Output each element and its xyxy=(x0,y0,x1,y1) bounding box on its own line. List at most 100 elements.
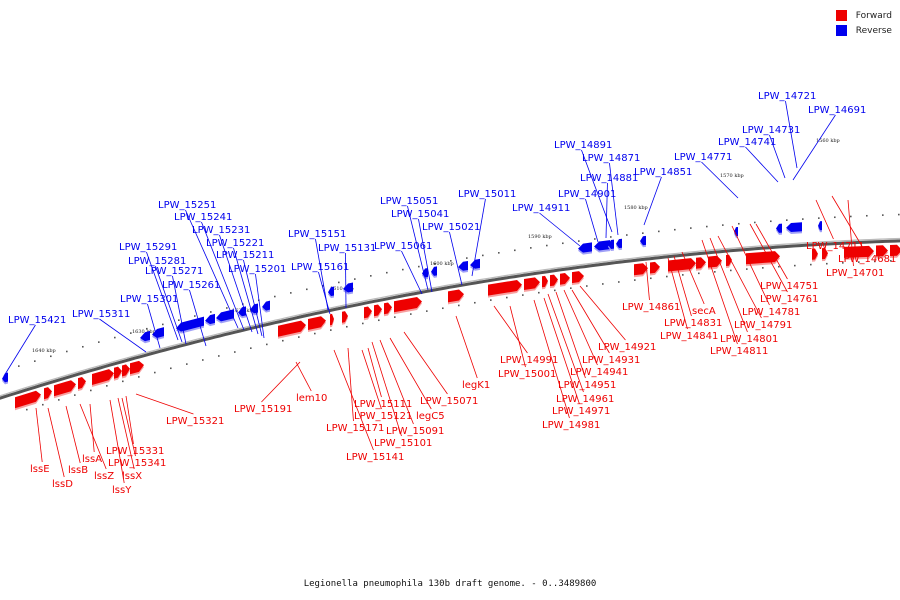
forward-gene-label[interactable]: LPW_15171 xyxy=(326,423,384,434)
forward-gene-label[interactable]: LPW_15101 xyxy=(374,438,432,449)
forward-gene-label[interactable]: LPW_14841 xyxy=(660,331,718,342)
forward-gene-label[interactable]: LPW_14961 xyxy=(556,394,614,405)
forward-gene[interactable] xyxy=(726,254,732,266)
reverse-gene-label[interactable]: LPW_14741 xyxy=(718,137,776,148)
forward-gene-label[interactable]: lssE xyxy=(30,464,50,475)
forward-gene[interactable] xyxy=(560,273,570,285)
reverse-gene-label[interactable]: LPW_15281 xyxy=(128,256,186,267)
reverse-gene-label[interactable]: LPW_15311 xyxy=(72,309,130,320)
forward-gene[interactable] xyxy=(78,376,86,390)
forward-gene[interactable] xyxy=(384,302,392,315)
reverse-gene[interactable] xyxy=(431,266,437,276)
forward-gene-label[interactable]: LPW_15071 xyxy=(420,396,478,407)
forward-gene-label[interactable]: LPW_14971 xyxy=(552,406,610,417)
reverse-gene-label[interactable]: LPW_14721 xyxy=(758,91,816,102)
forward-gene[interactable] xyxy=(634,263,648,276)
reverse-gene-label[interactable]: LPW_15231 xyxy=(192,225,250,236)
reverse-gene[interactable] xyxy=(734,226,738,237)
reverse-gene-label[interactable]: LPW_14881 xyxy=(580,173,638,184)
reverse-gene[interactable] xyxy=(616,238,622,249)
forward-gene-label[interactable]: lem10 xyxy=(296,393,327,404)
reverse-gene-label[interactable]: LPW_15041 xyxy=(391,209,449,220)
reverse-gene-label[interactable]: LPW_15011 xyxy=(458,189,516,200)
forward-gene-label[interactable]: legC5 xyxy=(416,411,445,422)
forward-gene-label[interactable]: LPW_15341 xyxy=(108,458,166,469)
forward-gene-label[interactable]: LPW_14951 xyxy=(558,380,616,391)
reverse-gene-label[interactable]: LPW_14891 xyxy=(554,140,612,151)
forward-gene[interactable] xyxy=(278,320,306,337)
reverse-gene-label[interactable]: LPW_15241 xyxy=(174,212,232,223)
forward-gene-label[interactable]: LPW_15091 xyxy=(386,426,444,437)
forward-gene[interactable] xyxy=(822,247,828,260)
forward-gene[interactable] xyxy=(15,390,41,409)
forward-gene[interactable] xyxy=(92,369,114,386)
reverse-gene[interactable] xyxy=(422,267,428,278)
reverse-gene[interactable] xyxy=(328,286,334,297)
forward-gene[interactable] xyxy=(114,366,122,379)
forward-gene-label[interactable]: LPW_15321 xyxy=(166,416,224,427)
forward-gene[interactable] xyxy=(308,316,326,331)
reverse-gene[interactable] xyxy=(640,235,646,246)
reverse-gene[interactable] xyxy=(152,327,164,338)
forward-gene-label[interactable]: LPW_15121 xyxy=(354,411,412,422)
forward-gene-label[interactable]: lssD xyxy=(52,479,73,490)
forward-gene-label[interactable]: lssZ xyxy=(94,471,114,482)
reverse-gene[interactable] xyxy=(786,222,802,233)
forward-gene[interactable] xyxy=(708,255,722,268)
forward-gene-label[interactable]: LPW_14941 xyxy=(570,367,628,378)
reverse-gene[interactable] xyxy=(216,309,234,322)
reverse-gene-label[interactable]: LPW_15261 xyxy=(162,280,220,291)
forward-gene[interactable] xyxy=(330,313,334,326)
reverse-gene[interactable] xyxy=(776,223,782,233)
forward-gene-label[interactable]: lssY xyxy=(112,485,132,496)
forward-gene-label[interactable]: LPW_14761 xyxy=(760,294,818,305)
reverse-gene-label[interactable]: LPW_14771 xyxy=(674,152,732,163)
forward-gene-label[interactable]: lssA xyxy=(82,454,102,465)
forward-gene-label[interactable]: LPW_15191 xyxy=(234,404,292,415)
forward-gene-label[interactable]: LPW_15331 xyxy=(106,446,164,457)
reverse-gene-label[interactable]: LPW_14851 xyxy=(634,167,692,178)
forward-gene-label[interactable]: lssB xyxy=(68,465,88,476)
reverse-gene[interactable] xyxy=(205,313,215,325)
reverse-gene-label[interactable]: LPW_15201 xyxy=(228,264,286,275)
reverse-gene-label[interactable]: LPW_15061 xyxy=(374,241,432,252)
forward-gene[interactable] xyxy=(342,311,348,323)
forward-gene-label[interactable]: secA xyxy=(692,306,716,317)
forward-gene-label[interactable]: legK1 xyxy=(462,380,490,391)
forward-gene[interactable] xyxy=(122,364,130,377)
forward-gene-label[interactable]: LPW_14711 xyxy=(806,241,864,252)
forward-gene-label[interactable]: LPW_14861 xyxy=(622,302,680,313)
reverse-gene-label[interactable]: LPW_15271 xyxy=(145,266,203,277)
forward-gene-label[interactable]: LPW_15001 xyxy=(498,369,556,380)
forward-gene[interactable] xyxy=(876,245,888,257)
forward-gene[interactable] xyxy=(550,274,558,287)
reverse-gene-label[interactable]: LPW_15021 xyxy=(422,222,480,233)
reverse-gene-label[interactable]: LPW_15211 xyxy=(216,250,274,261)
forward-gene[interactable] xyxy=(844,245,874,258)
forward-gene[interactable] xyxy=(448,289,464,303)
reverse-gene-label[interactable]: LPW_15051 xyxy=(380,196,438,207)
forward-gene-label[interactable]: LPW_14751 xyxy=(760,281,818,292)
forward-gene[interactable] xyxy=(650,261,660,274)
forward-gene[interactable] xyxy=(890,244,900,257)
reverse-gene-label[interactable]: LPW_15131 xyxy=(318,243,376,254)
reverse-gene[interactable] xyxy=(458,260,468,271)
reverse-gene-label[interactable]: LPW_14691 xyxy=(808,105,866,116)
reverse-gene-label[interactable]: LPW_14731 xyxy=(742,125,800,136)
forward-gene-label[interactable]: LPW_14981 xyxy=(542,420,600,431)
reverse-gene[interactable] xyxy=(140,330,150,342)
forward-gene[interactable] xyxy=(374,304,382,317)
forward-gene-label[interactable]: LPW_14811 xyxy=(710,346,768,357)
forward-gene[interactable] xyxy=(394,296,422,313)
reverse-gene-label[interactable]: LPW_15251 xyxy=(158,200,216,211)
reverse-gene-label[interactable]: LPW_15421 xyxy=(8,315,66,326)
forward-gene-label[interactable]: LPW_15111 xyxy=(354,399,412,410)
reverse-gene[interactable] xyxy=(470,258,480,269)
reverse-gene[interactable] xyxy=(818,221,822,231)
forward-gene-label[interactable]: LPW_14701 xyxy=(826,268,884,279)
forward-gene[interactable] xyxy=(364,306,372,319)
forward-gene[interactable] xyxy=(746,251,780,265)
forward-gene-label[interactable]: LPW_14801 xyxy=(720,334,778,345)
reverse-gene-label[interactable]: LPW_15291 xyxy=(119,242,177,253)
forward-gene[interactable] xyxy=(488,280,522,296)
